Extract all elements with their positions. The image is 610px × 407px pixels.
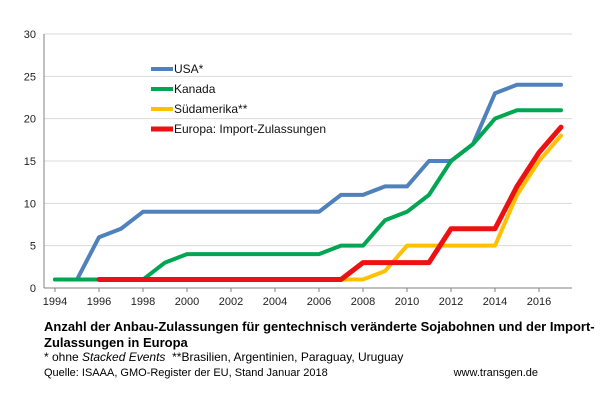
x-tick-label: 1994 xyxy=(43,296,67,308)
series-lines xyxy=(53,82,564,283)
legend-label: Südamerika** xyxy=(174,102,248,116)
x-tick-label: 1996 xyxy=(87,296,111,308)
x-tick-labels: 1994 1996 1998 2000 2002 2004 2006 2008 2010 2012… xyxy=(43,296,551,308)
chart-caption-title: Anzahl der Anbau-Zulassungen für gentech… xyxy=(44,319,595,350)
line-chart: 0 5 10 15 20 25 30 1994 1996 1998 2000 2002 2004 200… xyxy=(24,29,572,308)
y-tick-label: 10 xyxy=(24,198,36,210)
x-tick-label: 2012 xyxy=(439,296,463,308)
axes xyxy=(43,34,572,292)
source-note: Quelle: ISAAA, GMO-Register der EU, Stan… xyxy=(44,367,328,379)
x-tick-label: 1998 xyxy=(131,296,155,308)
y-tick-label: 30 xyxy=(24,29,36,41)
x-tick-label: 2010 xyxy=(395,296,419,308)
x-tick-label: 2008 xyxy=(351,296,375,308)
x-tick-label: 2000 xyxy=(175,296,199,308)
series-line-3 xyxy=(97,133,563,282)
website-label: www.transgen.de xyxy=(453,367,538,379)
x-tick-label: 2014 xyxy=(483,296,507,308)
legend: USA* Kanada Südamerika** Europa: Import-Zul… xyxy=(151,62,326,136)
y-tick-label: 20 xyxy=(24,114,36,126)
y-tick-label: 15 xyxy=(24,156,36,168)
grid xyxy=(44,33,572,247)
series-line-4 xyxy=(96,124,564,283)
y-tick-label: 0 xyxy=(30,283,36,295)
footnote: * ohne Stacked Events **Brasilien, Argen… xyxy=(44,350,403,364)
y-tick-labels: 0 5 10 15 20 25 30 xyxy=(24,29,36,295)
legend-label: Kanada xyxy=(174,82,216,96)
x-tick-label: 2016 xyxy=(527,296,551,308)
x-tick-label: 2004 xyxy=(263,296,287,308)
footnote-suffix: **Brasilien, Argentinien, Paraguay, Urug… xyxy=(165,350,404,364)
x-tick-label: 2006 xyxy=(307,296,331,308)
x-tick-label: 2002 xyxy=(219,296,243,308)
legend-label: USA* xyxy=(174,62,204,76)
legend-label: Europa: Import-Zulassungen xyxy=(174,122,326,136)
series-line-1 xyxy=(53,82,563,282)
y-tick-label: 25 xyxy=(24,71,36,83)
footnote-emphasis: Stacked Events xyxy=(82,350,166,364)
footnote-prefix: * ohne xyxy=(44,350,83,364)
y-tick-label: 5 xyxy=(30,241,36,253)
